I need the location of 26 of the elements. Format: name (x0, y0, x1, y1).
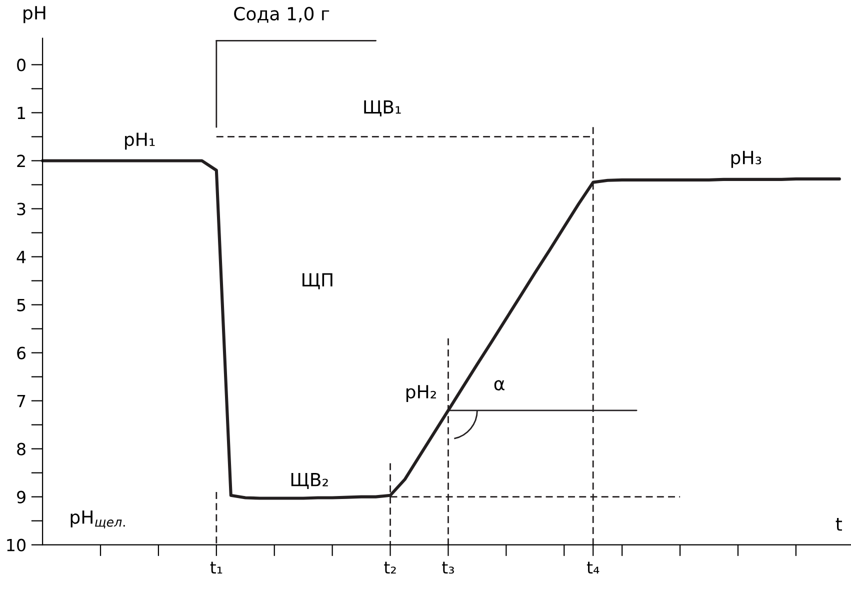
annotation: pH₂ (406, 385, 436, 402)
annotation: α (494, 380, 504, 390)
y-tick-label: 4 (16, 250, 26, 264)
y-tick-label: 9 (17, 490, 26, 504)
annotation: pH₁ (125, 132, 155, 150)
x-axis-title: t (836, 518, 842, 531)
annotation: ЩВ₂ (291, 473, 328, 489)
y-tick-label: 10 (7, 538, 26, 552)
annotation: ЩВ₁ (364, 100, 401, 116)
y-tick-label: 0 (17, 58, 26, 72)
y-tick-label: 3 (17, 202, 26, 216)
y-tick-label: 2 (17, 154, 25, 168)
y-tick-label: 6 (17, 346, 26, 360)
x-tick-label: t₁ (210, 562, 222, 574)
x-tick-label: t₄ (586, 562, 600, 574)
x-tick-label: t₃ (442, 562, 454, 574)
y-axis-title: pH (24, 6, 46, 24)
y-tick-label: 8 (17, 442, 26, 456)
annotation: ЩП (302, 273, 332, 290)
y-tick-label: 5 (17, 298, 26, 312)
annotation: pH₃ (731, 150, 762, 168)
annotation: Сода 1,0 г (234, 6, 330, 23)
y-tick-label: 7 (17, 394, 26, 408)
annotation: pH$_{щел.}$ (70, 510, 125, 528)
y-tick-label: 1 (18, 106, 26, 120)
x-tick-label: t₂ (384, 562, 396, 574)
